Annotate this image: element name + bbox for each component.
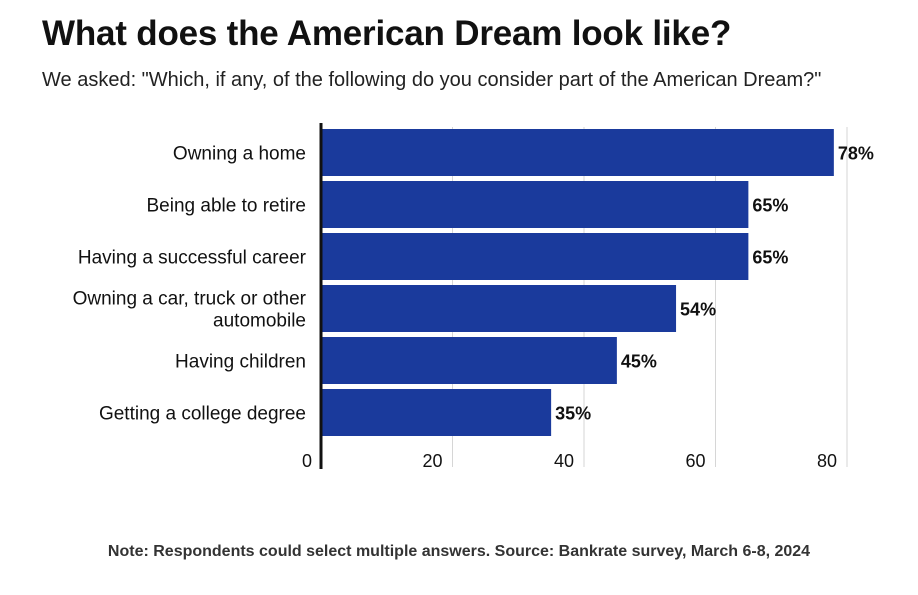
- bar-chart: 78% Owning a home 65% Being able to retire 6…: [73, 123, 874, 471]
- value-label-5: 35%: [555, 404, 591, 424]
- category-label-1: Being able to retire: [147, 196, 307, 217]
- x-tick-label-80: 80: [817, 451, 837, 471]
- category-label-0: Owning a home: [173, 144, 306, 165]
- bar-1: [321, 181, 749, 228]
- x-tick-label-60: 60: [685, 451, 705, 471]
- x-tick-label-20: 20: [422, 451, 442, 471]
- chart-title: What does the American Dream look like?: [42, 14, 732, 53]
- x-tick-label-0: 0: [302, 451, 312, 471]
- category-label-4: Having children: [175, 352, 306, 373]
- category-label-3-line-0: Owning a car, truck or other: [73, 289, 307, 310]
- value-label-2: 65%: [752, 248, 788, 268]
- category-label-2: Having a successful career: [78, 248, 307, 269]
- bar-4: [321, 337, 617, 384]
- bar-5: [321, 389, 552, 436]
- x-tick-label-40: 40: [554, 451, 574, 471]
- value-label-1: 65%: [752, 196, 788, 216]
- value-label-0: 78%: [838, 144, 874, 164]
- chart-subtitle: We asked: "Which, if any, of the followi…: [42, 69, 822, 91]
- bar-0: [321, 129, 834, 176]
- bar-3: [321, 285, 677, 332]
- category-label-5: Getting a college degree: [99, 404, 306, 425]
- bar-2: [321, 233, 749, 280]
- value-label-4: 45%: [621, 352, 657, 372]
- value-label-3: 54%: [680, 300, 716, 320]
- category-label-3-line-1: automobile: [213, 311, 306, 332]
- source-note: Note: Respondents could select multiple …: [107, 543, 811, 560]
